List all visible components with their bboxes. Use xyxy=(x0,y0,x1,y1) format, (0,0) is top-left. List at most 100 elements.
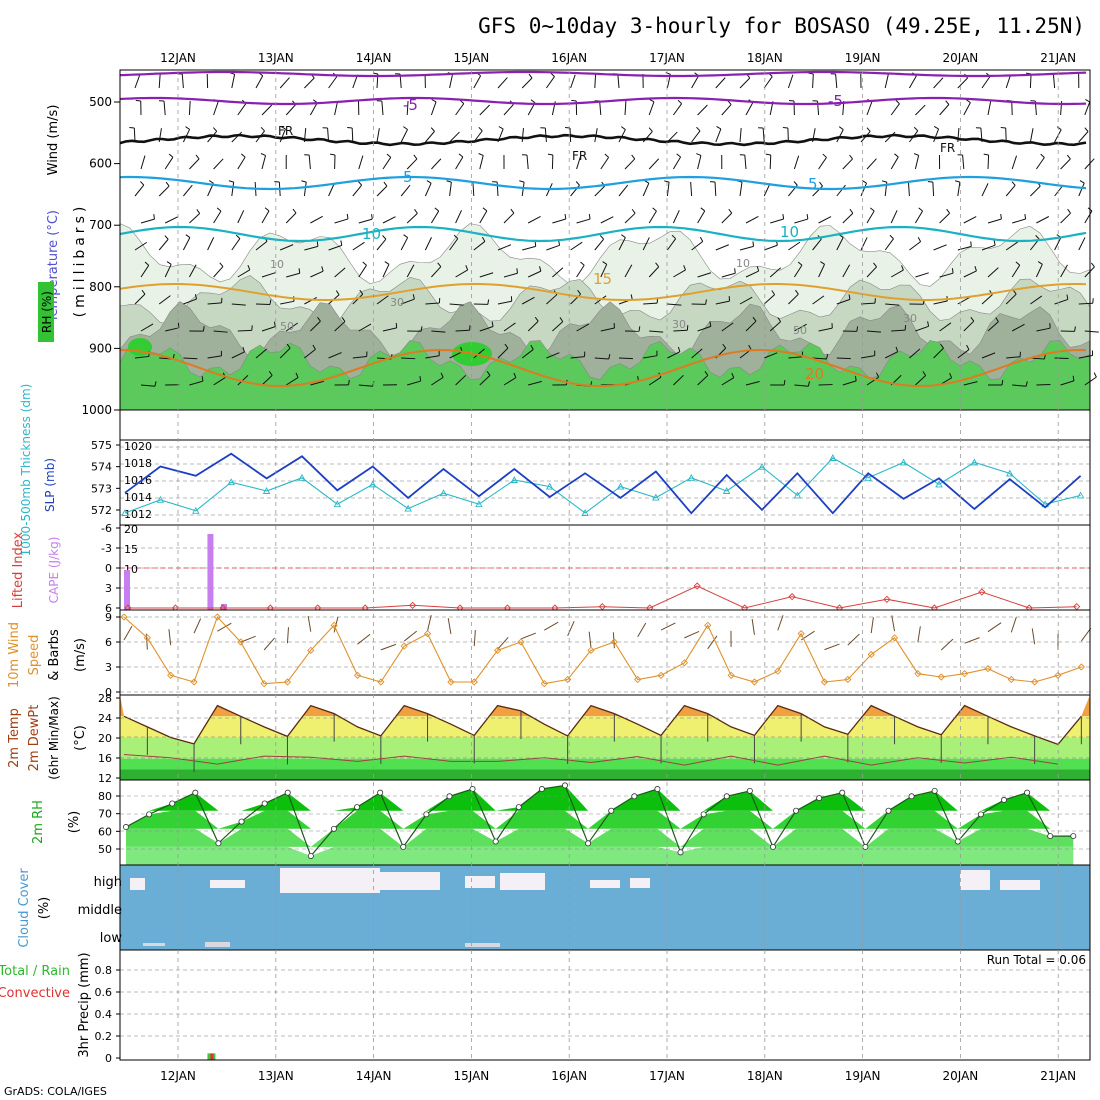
wind-barb xyxy=(890,269,904,278)
thickness-line-point xyxy=(404,504,412,512)
wind-barb-flag xyxy=(1093,372,1097,378)
wind-barb xyxy=(304,296,317,305)
date-axis-bottom: 12JAN 13JAN 14JAN 15JAN 16JAN 17JAN 18JAN 19JAN… xyxy=(160,1069,1076,1083)
wind-barb-flag xyxy=(918,207,923,212)
wind10-line-point xyxy=(820,678,829,686)
wind-barb xyxy=(237,374,249,386)
contour-label-minus5-b: -5 xyxy=(828,92,843,110)
wind-barb xyxy=(836,129,844,143)
wind-barb xyxy=(351,127,354,143)
wind-barb-flag xyxy=(793,181,798,186)
rh2m-line-point xyxy=(700,811,707,818)
wind-barb-flag xyxy=(478,126,483,132)
wind-barb xyxy=(1005,293,1017,305)
wind-barb-flag xyxy=(144,261,150,266)
wind-barb xyxy=(358,265,367,278)
wind-barb-flag xyxy=(430,127,435,132)
pressure-axis: 500 600 700 800 900 1000 xyxy=(81,95,120,417)
wind-barb-flag xyxy=(357,181,363,186)
axis-tick-label: -6 xyxy=(101,522,112,535)
temp-axis-label-3: (6hr Min/Max) xyxy=(47,696,61,780)
wind10-line-point xyxy=(657,671,665,679)
wind-barb-flag xyxy=(621,234,626,238)
wind-barb xyxy=(140,384,155,387)
thickness-line xyxy=(124,457,1081,514)
panel-separators xyxy=(119,69,1091,1061)
wind-barb xyxy=(237,210,245,224)
thickness-line-point xyxy=(970,458,979,466)
wind-barb xyxy=(721,104,732,116)
wind-barb-flag xyxy=(534,241,537,247)
wind10-line-point xyxy=(867,650,875,659)
wind-barb xyxy=(472,181,475,197)
wind-barb-flag xyxy=(571,99,577,102)
wind-barb xyxy=(643,302,658,305)
wind10-line-point xyxy=(937,673,945,681)
wind-barb xyxy=(1054,237,1062,251)
thickness-line-point xyxy=(510,476,519,483)
wind-barb xyxy=(624,100,627,116)
wind-barb-flag xyxy=(577,289,581,295)
wind-barb xyxy=(697,325,711,332)
wind-barb xyxy=(261,272,276,278)
wind-barb xyxy=(431,266,442,278)
wind-barb xyxy=(503,377,517,386)
wind-barb xyxy=(376,128,380,143)
rh2m-line-point xyxy=(377,789,384,796)
wind-barb xyxy=(430,210,440,224)
wind-barb xyxy=(261,375,273,386)
slp-tick-label: 1020 xyxy=(124,440,152,453)
wind-barb-flag xyxy=(913,126,919,132)
wind-barb-flag xyxy=(1084,127,1089,132)
wind-barb xyxy=(207,355,222,359)
wind-barb xyxy=(1052,74,1056,89)
wind10-barb xyxy=(824,643,840,651)
wind-barb-flag xyxy=(1001,380,1004,386)
wind-barb xyxy=(382,157,392,170)
thickness-line-point xyxy=(439,489,448,497)
wind-barb xyxy=(1005,241,1019,251)
temp-band xyxy=(120,758,1090,770)
wind10-barb xyxy=(263,637,276,651)
wind-barb xyxy=(939,322,952,332)
wind-barb-flag xyxy=(895,99,900,105)
wind-barb-flag xyxy=(722,343,727,349)
wind-barb xyxy=(400,129,408,143)
wind-barb xyxy=(455,156,464,170)
rh2m-line-point xyxy=(1024,789,1031,796)
wind-barb-flag xyxy=(901,265,904,271)
wind-barb xyxy=(334,218,349,224)
wind-barb xyxy=(957,296,971,305)
wind-barb xyxy=(794,218,808,224)
wind-barb xyxy=(769,154,772,170)
wind-barb xyxy=(624,212,636,224)
axis-tick-label: 0.4 xyxy=(95,1008,113,1021)
isotherm-freezing xyxy=(119,133,1087,147)
wind-barb-flag xyxy=(530,99,536,104)
wind-barb-flag xyxy=(420,326,423,332)
wind-barb xyxy=(1036,327,1051,332)
wind-barb xyxy=(697,375,709,386)
wind-barb-flag xyxy=(403,234,408,238)
wind-barb xyxy=(957,349,970,359)
wind-barb xyxy=(764,352,778,359)
wind-barb xyxy=(745,320,757,332)
wind10-barb xyxy=(567,620,575,637)
wind10-unit-label: (m/s) xyxy=(73,638,88,672)
wind-barb xyxy=(963,381,978,386)
wind-barb xyxy=(818,216,832,224)
thickness-line-point xyxy=(829,454,837,461)
wind-barb-flag xyxy=(951,268,954,274)
cloud-high-bar xyxy=(500,873,545,890)
wind-barb xyxy=(915,272,929,278)
wind-barb xyxy=(739,182,743,197)
wind-barb xyxy=(310,320,321,332)
thickness-line-point xyxy=(1006,469,1014,477)
rh2m-fill xyxy=(126,846,1074,865)
date-label-top: 18JAN xyxy=(747,51,783,65)
wind10-line-point xyxy=(377,678,385,686)
wind-barb-flag xyxy=(384,261,390,265)
thickness-line-point xyxy=(652,493,660,501)
wind-barb xyxy=(909,241,921,251)
thickness-line-point xyxy=(687,473,696,481)
